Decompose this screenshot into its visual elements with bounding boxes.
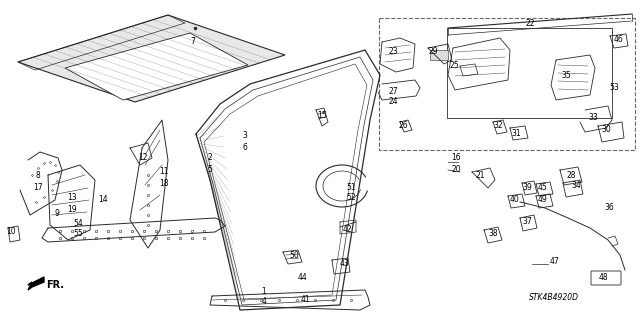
- Text: STK4B4920D: STK4B4920D: [529, 293, 579, 301]
- Text: 1: 1: [262, 286, 266, 295]
- Text: 20: 20: [451, 165, 461, 174]
- Text: 22: 22: [525, 19, 535, 28]
- Text: 54: 54: [73, 219, 83, 228]
- Bar: [379, 18, 635, 150]
- Text: 45: 45: [537, 183, 547, 192]
- Text: 55: 55: [73, 229, 83, 239]
- Text: 25: 25: [449, 61, 459, 70]
- Text: 46: 46: [613, 35, 623, 44]
- Text: 47: 47: [549, 257, 559, 266]
- Polygon shape: [65, 33, 248, 100]
- Text: 35: 35: [561, 70, 571, 79]
- Text: FR.: FR.: [46, 280, 64, 290]
- Text: 40: 40: [509, 196, 519, 204]
- Text: 34: 34: [571, 182, 581, 190]
- Text: 28: 28: [566, 170, 576, 180]
- Bar: [430, 50, 448, 60]
- Text: 42: 42: [342, 225, 352, 234]
- Polygon shape: [18, 15, 285, 102]
- Text: 4: 4: [262, 298, 266, 307]
- Text: 15: 15: [317, 112, 327, 121]
- Text: 50: 50: [289, 250, 299, 259]
- Text: 39: 39: [522, 183, 532, 192]
- Text: 11: 11: [159, 167, 169, 176]
- Bar: [447, 28, 612, 118]
- Text: 2: 2: [207, 153, 212, 162]
- Text: 9: 9: [54, 209, 60, 218]
- Text: 44: 44: [297, 273, 307, 283]
- Text: 27: 27: [388, 86, 398, 95]
- Text: 33: 33: [588, 114, 598, 122]
- Text: 7: 7: [191, 38, 195, 47]
- Text: 8: 8: [36, 172, 40, 181]
- Text: 23: 23: [388, 48, 398, 56]
- Text: 37: 37: [522, 218, 532, 226]
- Text: 43: 43: [339, 258, 349, 268]
- Text: 16: 16: [451, 153, 461, 162]
- Text: 12: 12: [138, 152, 148, 161]
- Text: 38: 38: [488, 229, 498, 239]
- Text: 30: 30: [601, 125, 611, 135]
- Text: 19: 19: [67, 204, 77, 213]
- Text: 51: 51: [346, 182, 356, 191]
- Text: 14: 14: [98, 196, 108, 204]
- Text: 10: 10: [6, 227, 16, 236]
- Text: 26: 26: [398, 122, 408, 130]
- Text: 52: 52: [346, 194, 356, 203]
- Text: 31: 31: [511, 129, 521, 137]
- Text: 5: 5: [207, 165, 212, 174]
- Text: 41: 41: [300, 294, 310, 303]
- Text: 3: 3: [243, 131, 248, 140]
- Text: 18: 18: [159, 179, 169, 188]
- Text: 29: 29: [428, 48, 438, 56]
- Text: 36: 36: [604, 204, 614, 212]
- Text: 32: 32: [493, 122, 503, 130]
- Polygon shape: [28, 277, 44, 290]
- Text: 13: 13: [67, 194, 77, 203]
- Text: 24: 24: [388, 98, 398, 107]
- Text: 48: 48: [598, 272, 608, 281]
- Text: 21: 21: [476, 170, 484, 180]
- Text: 6: 6: [243, 143, 248, 152]
- Text: 53: 53: [609, 84, 619, 93]
- Text: 49: 49: [537, 196, 547, 204]
- Text: 17: 17: [33, 182, 43, 191]
